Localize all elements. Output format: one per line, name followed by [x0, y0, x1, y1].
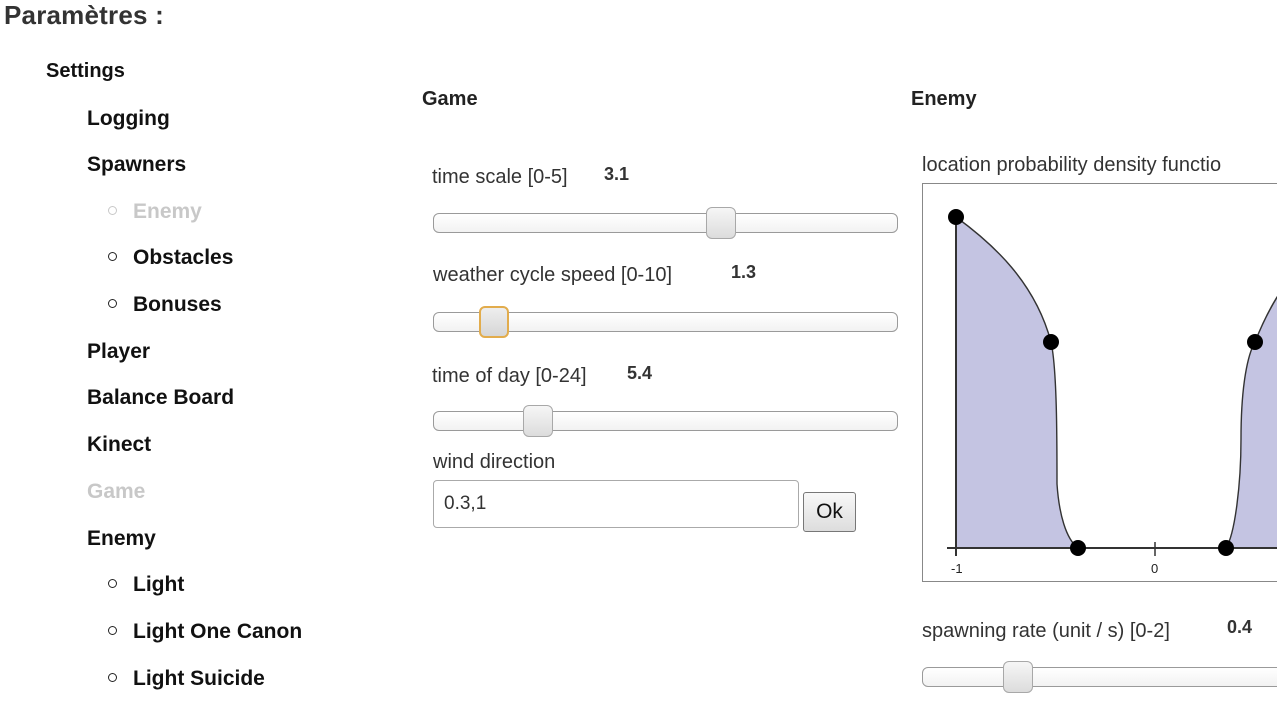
sidebar-item-label: Light: [133, 573, 185, 596]
sidebar-item-label: Logging: [87, 107, 170, 130]
time-of-day-value: 5.4: [627, 363, 653, 383]
sidebar-item-game: Game: [87, 480, 145, 504]
bullet-icon: [108, 673, 117, 682]
sidebar-item-label: Spawners: [87, 153, 187, 176]
control-point[interactable]: [1043, 334, 1059, 350]
pdf-chart[interactable]: -1 0: [922, 183, 1277, 582]
time-of-day-slider-handle[interactable]: [523, 405, 554, 437]
time-of-day-label: time of day [0-24]: [432, 365, 587, 387]
sidebar-item-enemy[interactable]: Enemy: [87, 527, 156, 551]
sidebar-item-bonuses[interactable]: Bonuses: [108, 293, 222, 317]
sidebar-item-label: Bonuses: [133, 293, 222, 316]
time-scale-label: time scale [0-5]: [432, 166, 568, 188]
pdf-area-left: [955, 215, 1081, 549]
wind-direction-input[interactable]: [433, 480, 799, 528]
sidebar-item-label: Player: [87, 340, 151, 363]
spawning-rate-slider-handle[interactable]: [1003, 661, 1033, 693]
bullet-icon: [108, 299, 117, 308]
sidebar-item-label: Enemy: [133, 200, 202, 223]
spawning-rate-value: 0.4: [1227, 617, 1253, 637]
sidebar-item-label: Light One Canon: [133, 620, 303, 643]
game-section-title: Game: [422, 88, 478, 110]
bullet-icon: [108, 579, 117, 588]
tick-label-zero: 0: [1151, 561, 1158, 576]
weather-cycle-speed-slider[interactable]: [433, 306, 898, 338]
sidebar-item-label: Kinect: [87, 433, 152, 456]
sidebar-item-balance-board[interactable]: Balance Board: [87, 386, 234, 410]
settings-sidebar: Settings Logging Spawners Enemy Obstacle…: [0, 0, 380, 702]
sidebar-item-light-suicide[interactable]: Light Suicide: [108, 667, 265, 691]
bullet-icon: [108, 206, 117, 215]
control-point[interactable]: [1247, 334, 1263, 350]
sidebar-item-spawners[interactable]: Spawners: [87, 153, 186, 177]
sidebar-item-spawners-enemy: Enemy: [108, 200, 202, 224]
sidebar-item-light[interactable]: Light: [108, 573, 184, 597]
control-point[interactable]: [1218, 540, 1234, 556]
sidebar-item-label: Light Suicide: [133, 667, 265, 690]
weather-cycle-speed-label: weather cycle speed [0-10]: [433, 264, 673, 286]
bullet-icon: [108, 626, 117, 635]
sidebar-item-kinect[interactable]: Kinect: [87, 433, 151, 457]
page-title: Paramètres :: [4, 0, 164, 30]
pdf-chart-svg: -1 0: [947, 209, 1277, 576]
enemy-section-title: Enemy: [911, 88, 977, 110]
wind-direction-label: wind direction: [433, 451, 556, 473]
time-scale-value: 3.1: [604, 164, 630, 184]
spawning-rate-slider[interactable]: [922, 661, 1277, 693]
sidebar-item-obstacles[interactable]: Obstacles: [108, 246, 233, 270]
tick-label-neg1: -1: [951, 561, 963, 576]
spawning-rate-label: spawning rate (unit / s) [0-2]: [922, 620, 1170, 642]
sidebar-item-player[interactable]: Player: [87, 340, 150, 364]
time-scale-slider[interactable]: [433, 207, 898, 239]
weather-cycle-speed-slider-handle[interactable]: [479, 306, 510, 338]
sidebar-item-light-one-canon[interactable]: Light One Canon: [108, 620, 302, 644]
sidebar-item-label: Obstacles: [133, 246, 234, 269]
pdf-chart-label: location probability density functio: [922, 154, 1222, 176]
time-of-day-slider[interactable]: [433, 405, 898, 437]
sidebar-item-label: Enemy: [87, 527, 156, 550]
bullet-icon: [108, 252, 117, 261]
control-point[interactable]: [1070, 540, 1086, 556]
pdf-area-right: [1224, 295, 1277, 549]
wind-direction-ok-button[interactable]: Ok: [803, 492, 856, 532]
time-scale-slider-handle[interactable]: [706, 207, 737, 239]
sidebar-item-logging[interactable]: Logging: [87, 107, 170, 131]
control-point[interactable]: [948, 209, 964, 225]
weather-cycle-speed-value: 1.3: [731, 262, 757, 282]
sidebar-root-settings[interactable]: Settings: [46, 60, 125, 82]
sidebar-item-label: Game: [87, 480, 146, 503]
sidebar-item-label: Balance Board: [87, 386, 235, 409]
